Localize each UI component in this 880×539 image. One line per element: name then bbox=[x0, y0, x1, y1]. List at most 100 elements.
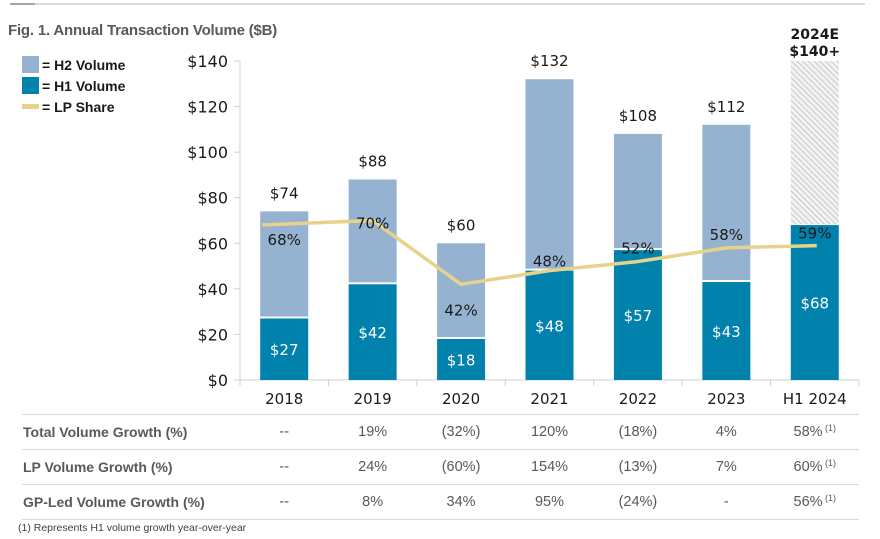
total-value-label: $74 bbox=[270, 184, 299, 202]
cell-value: 120% bbox=[530, 424, 569, 440]
table-cell: (13%) bbox=[594, 459, 682, 475]
table-cell: 154% bbox=[506, 459, 594, 475]
h1-value-label: $57 bbox=[624, 307, 653, 325]
table-cell: 95% bbox=[506, 494, 594, 510]
cell-value: -- bbox=[279, 459, 290, 475]
h1-value-label: $42 bbox=[358, 324, 387, 342]
legend-label: = H1 Volume bbox=[42, 77, 126, 94]
bar-h1-volume bbox=[260, 318, 309, 380]
cell-value: 7% bbox=[715, 459, 737, 475]
legend-label: = LP Share bbox=[42, 98, 115, 115]
table-cell: 60% (1) bbox=[771, 458, 859, 475]
cell-value: 56% bbox=[793, 494, 823, 510]
cell-value: (60%) bbox=[441, 459, 481, 475]
cell-value: - bbox=[723, 494, 729, 510]
cell-value: 24% bbox=[358, 459, 388, 475]
total-value-label: $112 bbox=[707, 98, 745, 116]
figure-title: Fig. 1. Annual Transaction Volume ($B) bbox=[8, 22, 278, 39]
table-cell: 120% bbox=[506, 424, 594, 440]
x-tick-label: H1 2024 bbox=[783, 390, 847, 408]
bar-h2-volume bbox=[437, 243, 486, 337]
lp-share-line-icon bbox=[22, 104, 39, 109]
y-tick-label: $40 bbox=[197, 280, 228, 299]
total-value-label: $132 bbox=[530, 52, 568, 70]
chart-legend: = H2 Volume = H1 Volume = LP Share bbox=[22, 54, 125, 117]
top-rule-accent bbox=[10, 3, 35, 5]
bar-h2-volume bbox=[525, 79, 574, 269]
lp-share-label: 59% bbox=[798, 225, 831, 243]
cell-value: 154% bbox=[530, 459, 569, 475]
y-tick-label: $0 bbox=[208, 371, 228, 390]
x-tick-label: 2020 bbox=[442, 390, 480, 408]
x-tick-label: 2019 bbox=[354, 390, 392, 408]
bar-h2-volume bbox=[702, 124, 751, 281]
lp-share-label: 58% bbox=[710, 226, 743, 244]
bar-h1-volume bbox=[437, 338, 486, 380]
lp-share-label: 48% bbox=[533, 253, 566, 271]
bar-h1-volume bbox=[525, 270, 574, 380]
y-tick-label: $60 bbox=[197, 234, 228, 253]
total-value-label: $60 bbox=[447, 216, 476, 234]
estimate-year-label: 2024E bbox=[791, 27, 840, 43]
cell-value: 60% bbox=[793, 459, 823, 475]
bar-h2-volume bbox=[613, 133, 662, 249]
cell-value: 95% bbox=[534, 494, 565, 510]
bar-h1-volume bbox=[348, 284, 397, 380]
h1-value-label: $18 bbox=[447, 351, 476, 369]
estimate-value-label: $140+ bbox=[789, 44, 840, 60]
lp-share-label: 52% bbox=[621, 240, 654, 258]
y-tick-label: $20 bbox=[197, 325, 228, 344]
y-tick-label: $120 bbox=[187, 98, 228, 117]
bar-2024-estimate bbox=[790, 61, 839, 225]
table-cell: 4% bbox=[682, 424, 770, 440]
y-tick-label: $100 bbox=[187, 143, 228, 162]
x-tick-label: 2018 bbox=[265, 390, 303, 408]
bar-h2-volume bbox=[260, 211, 309, 317]
table-cell: 8% bbox=[329, 494, 417, 510]
cell-value: 4% bbox=[715, 424, 737, 440]
table-row: LP Volume Growth (%) -- 24% (60%) 154% (13%) 7… bbox=[22, 449, 859, 484]
x-tick-label: 2022 bbox=[619, 390, 657, 408]
footnote-marker: (1) bbox=[822, 458, 837, 468]
total-value-label: $108 bbox=[619, 107, 657, 125]
row-label: GP-Led Volume Growth (%) bbox=[23, 494, 205, 510]
table-cell: 56% (1) bbox=[771, 493, 859, 510]
top-rule bbox=[10, 3, 865, 5]
h1-volume-swatch-icon bbox=[22, 77, 39, 94]
bar-h1-volume bbox=[702, 282, 751, 380]
cell-value: 19% bbox=[358, 424, 388, 440]
cell-value: -- bbox=[279, 424, 290, 440]
cell-value: (13%) bbox=[618, 459, 658, 475]
h1-value-label: $43 bbox=[712, 323, 741, 341]
table-cell: 24% bbox=[329, 459, 417, 475]
lp-share-line bbox=[262, 218, 817, 287]
table-cell: 7% bbox=[682, 459, 770, 475]
row-label: LP Volume Growth (%) bbox=[23, 459, 173, 475]
cell-value: 8% bbox=[362, 494, 384, 510]
table-cell: -- bbox=[240, 494, 328, 510]
h1-value-label: $68 bbox=[800, 295, 829, 313]
table-row: Total Volume Growth (%) -- 19% (32%) 120% (18… bbox=[22, 414, 859, 449]
table-cell: (60%) bbox=[417, 459, 505, 475]
lp-share-label: 70% bbox=[356, 215, 389, 233]
growth-table: Total Volume Growth (%) -- 19% (32%) 120% (18… bbox=[22, 414, 859, 520]
table-cell: 58% (1) bbox=[771, 423, 859, 440]
footnote-marker: (1) bbox=[822, 493, 837, 503]
stacked-bar-chart: $0 $20 $40 $60 $80 $100 $120 $140 2018 2019 2020 20… bbox=[187, 27, 860, 408]
table-row: GP-Led Volume Growth (%) -- 8% 34% 95% (24%) -… bbox=[22, 484, 859, 520]
legend-item-h1-volume: = H1 Volume bbox=[22, 75, 125, 96]
table-cell: 34% bbox=[417, 494, 505, 510]
table-cell: (18%) bbox=[594, 424, 682, 440]
y-tick-label: $80 bbox=[197, 189, 228, 208]
h1-value-label: $48 bbox=[535, 317, 564, 335]
table-cell: -- bbox=[240, 459, 328, 475]
table-cell: (32%) bbox=[417, 424, 505, 440]
lp-share-label: 42% bbox=[444, 301, 477, 319]
h2-volume-swatch-icon bbox=[22, 56, 39, 73]
legend-item-lp-share: = LP Share bbox=[22, 96, 125, 117]
y-tick-label: $140 bbox=[187, 52, 228, 71]
cell-value: (32%) bbox=[441, 424, 481, 440]
cell-value: -- bbox=[279, 494, 290, 510]
x-tick-label: 2021 bbox=[530, 390, 568, 408]
legend-item-h2-volume: = H2 Volume bbox=[22, 54, 125, 75]
